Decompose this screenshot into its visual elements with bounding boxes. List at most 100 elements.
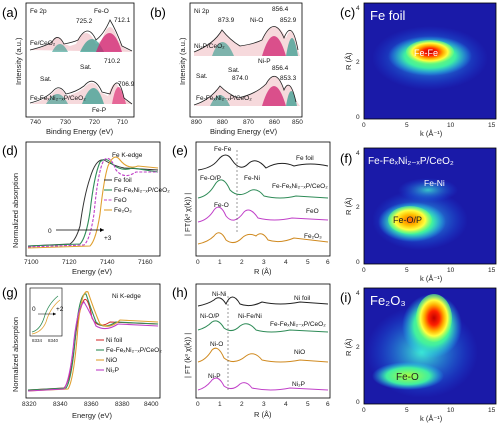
panel-b-ni2p-line bbox=[193, 26, 299, 53]
panel-a-header: Fe 2p bbox=[30, 8, 47, 15]
panel-f-xlabel: k (Å⁻¹) bbox=[420, 274, 443, 283]
panel-e-xtick: 1 bbox=[218, 259, 222, 266]
panel-i-title: Fe₂O₃ bbox=[370, 293, 406, 308]
panel-g-inset-line bbox=[31, 295, 59, 333]
panel-a-xtick: 710 bbox=[117, 119, 128, 126]
panel-g-xtick: 8400 bbox=[144, 401, 159, 408]
panel-a-peak-label: 725.2 bbox=[76, 18, 93, 25]
panel-h-xtick: 0 bbox=[196, 401, 200, 408]
panel-d-arrow-end-label: +3 bbox=[104, 235, 112, 242]
panel-g: (g) Ni K-edge 0 +2 8334 8340 Ni foil Fe-… bbox=[2, 283, 162, 420]
panel-g-legend-label: Ni₂P bbox=[106, 367, 119, 374]
panel-g-line-nio bbox=[27, 291, 159, 392]
panel-f-xtick: 0 bbox=[362, 267, 366, 274]
panel-b-xtick: 860 bbox=[269, 119, 280, 126]
panel-c-xtick: 10 bbox=[447, 122, 455, 129]
panel-h-label: Ni-Fe/Ni bbox=[238, 313, 262, 320]
panel-g-inset-line bbox=[31, 299, 61, 335]
panel-h-xticks: 0 1 2 3 4 5 6 bbox=[196, 401, 330, 408]
panel-a-frame bbox=[25, 2, 135, 118]
panel-i-ytick: 0 bbox=[356, 399, 360, 406]
panel-c-yticks: 0 2 4 bbox=[356, 5, 360, 121]
panel-i-xtick: 5 bbox=[405, 407, 409, 414]
panel-i-hotspot-fe-o bbox=[372, 362, 444, 390]
panel-g-inset-arrow-start: 0 bbox=[32, 306, 36, 313]
panel-a-fe-ceo2-peak-710 bbox=[96, 33, 122, 52]
panel-d-edge-label: Fe K-edge bbox=[112, 152, 143, 159]
panel-d-xtick: 7140 bbox=[100, 259, 115, 266]
panel-f: (f) Fe-FeₓNi₂₋ₓP/CeO₂ Fe-Ni Fe-O/P 0 2 4… bbox=[340, 147, 497, 283]
panel-c-xtick: 0 bbox=[362, 122, 366, 129]
panel-a-sat-label: Sat. bbox=[80, 64, 92, 71]
panel-i-xlabel: k (Å⁻¹) bbox=[420, 414, 443, 423]
panel-b-fefenip-peak-874 bbox=[210, 95, 230, 106]
panel-h-xtick: 3 bbox=[262, 401, 266, 408]
panel-f-hotspot-fe-o-p bbox=[388, 206, 432, 234]
panel-b-peak-label: Ni-O bbox=[250, 17, 263, 24]
panel-e-line-fe2o3 bbox=[197, 232, 329, 245]
panel-c-title: Fe foil bbox=[370, 8, 406, 23]
panel-d-xticks: 7100 7120 7140 7160 bbox=[24, 259, 153, 266]
panel-g-legend-label: NiO bbox=[106, 357, 117, 364]
panel-c-hotspot-label: Fe-Fe bbox=[414, 48, 438, 58]
panel-b-xtick: 870 bbox=[243, 119, 254, 126]
panel-h-line-ni2p bbox=[197, 377, 329, 391]
panel-e-label: FeO bbox=[306, 208, 319, 215]
panel-e-label: Fe-FeₓNi₂₋ₓP/CeO₂ bbox=[272, 183, 328, 190]
panel-h-xtick: 4 bbox=[284, 401, 288, 408]
panel-a: (a) 740 730 720 710 Binding Energy (eV) … bbox=[2, 2, 135, 136]
panel-d-arrowhead bbox=[100, 228, 104, 232]
panel-e-xtick: 5 bbox=[306, 259, 310, 266]
panel-d-letter: (d) bbox=[2, 143, 18, 158]
panel-b-xtick: 890 bbox=[191, 119, 202, 126]
panel-e-xtick: 2 bbox=[240, 259, 244, 266]
panel-i-yticks: 0 2 4 bbox=[356, 290, 360, 406]
panel-g-inset-arrowhead bbox=[53, 312, 56, 316]
panel-a-peak-label: 710.2 bbox=[104, 58, 121, 65]
panel-h-label: NiO bbox=[294, 349, 305, 356]
panel-e-label: Fe-Fe bbox=[214, 146, 232, 153]
panel-d-legend-label: Fe foil bbox=[114, 177, 132, 184]
panel-a-fe-ceo2-peak-725 bbox=[52, 44, 68, 52]
panel-e-line-fe-foil bbox=[197, 154, 329, 171]
panel-f-hotspot-label: Fe-O/P bbox=[393, 215, 422, 225]
panel-b-sample-label: Ni₂P/CeO₂ bbox=[194, 43, 225, 50]
panel-f-yticks: 0 2 4 bbox=[356, 150, 360, 266]
panel-b-ni2p-peak-873 bbox=[212, 42, 234, 56]
panel-c-ylabel: R (Å) bbox=[344, 52, 353, 70]
panel-g-frame bbox=[25, 283, 161, 399]
panel-g-ylabel: Normalized absorption bbox=[11, 317, 20, 392]
panel-g-xticks: 8320 8340 8360 8380 8400 bbox=[22, 401, 159, 408]
panel-b-sat-label: Sat. bbox=[196, 73, 208, 80]
panel-a-peak-label: Fe-P bbox=[92, 107, 106, 114]
panel-b-peak-label: Ni-P bbox=[258, 58, 271, 65]
panel-h-label: Ni-P bbox=[208, 373, 221, 380]
panel-d-frame bbox=[25, 141, 161, 257]
panel-e-line-fefenip bbox=[197, 179, 329, 199]
panel-e-label: Fe-O/P bbox=[200, 175, 221, 182]
panel-h-xtick: 1 bbox=[218, 401, 222, 408]
panel-b-xtick: 850 bbox=[292, 119, 303, 126]
panel-b-header: Ni 2p bbox=[194, 8, 210, 15]
panel-a-ylabel: Intensity (a.u.) bbox=[14, 37, 23, 85]
panel-f-xtick: 5 bbox=[405, 267, 409, 274]
panel-b-xtick: 880 bbox=[217, 119, 228, 126]
panel-g-line-ni2p bbox=[27, 301, 159, 392]
panel-c-xtick: 5 bbox=[405, 122, 409, 129]
panel-f-xtick: 15 bbox=[488, 267, 496, 274]
panel-f-title: Fe-FeₓNi₂₋ₓP/CeO₂ bbox=[368, 156, 454, 167]
panel-b-letter: (b) bbox=[150, 5, 166, 20]
panel-b-ni2p-peak-856 bbox=[262, 36, 286, 56]
panel-d: (d) Fe K-edge 0 +3 Fe foil Fe-FeₓNi₂₋ₓP/… bbox=[2, 141, 170, 276]
panel-c-hotspot-fe-fe bbox=[406, 40, 454, 64]
panel-a-xtick: 740 bbox=[30, 119, 41, 126]
panel-a-xlabel: Binding Energy (eV) bbox=[46, 127, 114, 136]
panel-a-fefenip-peak-fe-o bbox=[82, 88, 104, 104]
panel-h-letter: (h) bbox=[172, 285, 188, 300]
panel-b-peak-label: 852.9 bbox=[280, 17, 297, 24]
panel-h-label: Ni₂P bbox=[292, 381, 305, 388]
panel-e-line-feo bbox=[197, 206, 329, 223]
panel-c-letter: (c) bbox=[340, 5, 355, 20]
panel-d-arrow-start-label: 0 bbox=[48, 228, 52, 235]
